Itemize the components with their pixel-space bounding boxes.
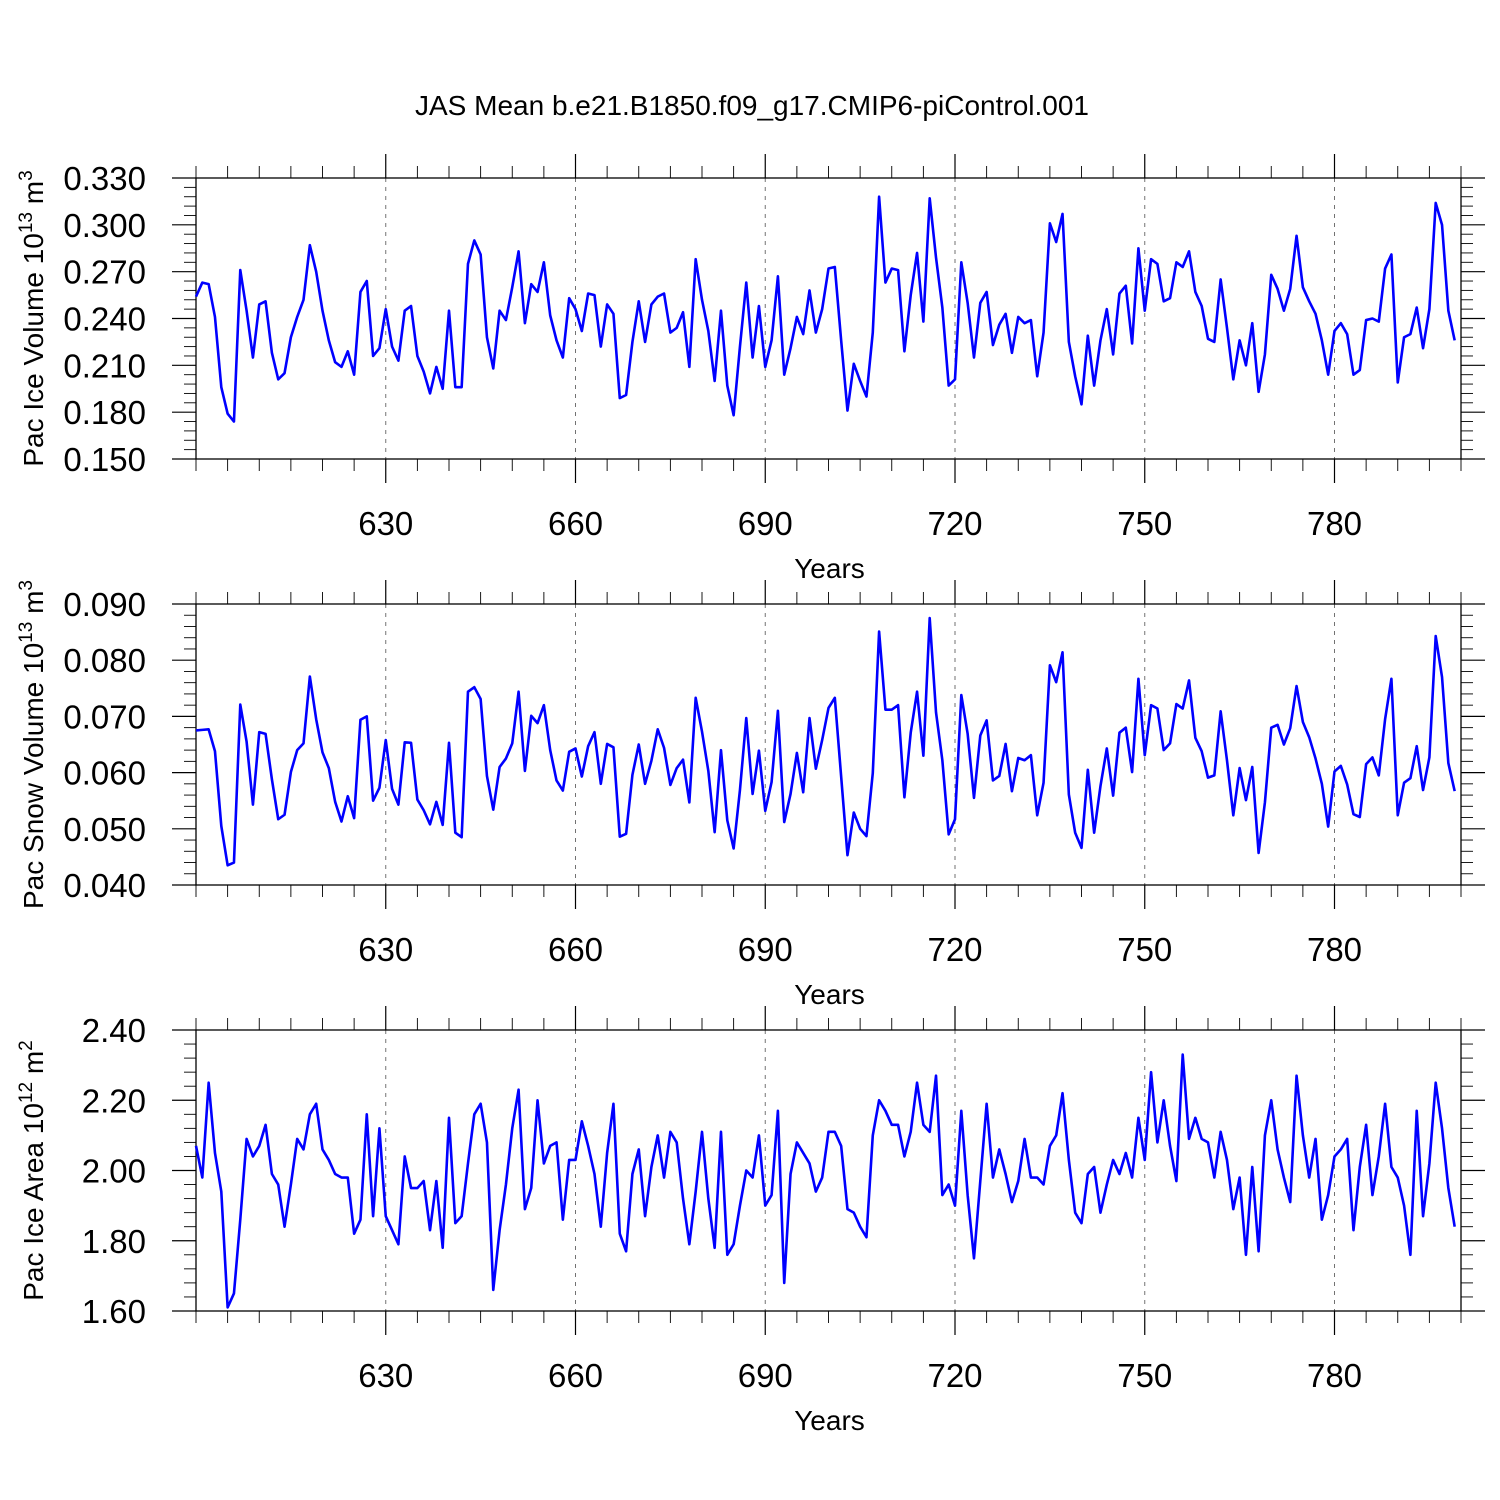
chart-0-ytick-label: 0.150 bbox=[63, 441, 146, 478]
chart-2-xtick-label: 750 bbox=[1117, 1357, 1172, 1394]
chart-2-series-line bbox=[194, 1053, 1456, 1309]
chart-2-ylabel: Pac Ice Area 1012 m2 bbox=[16, 1040, 49, 1301]
chart-0-xtick-label: 720 bbox=[927, 505, 982, 542]
chart-2-xtick-label: 780 bbox=[1307, 1357, 1362, 1394]
chart-1-xtick-label: 660 bbox=[548, 931, 603, 968]
chart-2-ytick-label: 2.00 bbox=[82, 1153, 146, 1190]
chart-1-xtick-label: 630 bbox=[358, 931, 413, 968]
chart-0-xtick-label: 750 bbox=[1117, 505, 1172, 542]
chart-0-xlabel: Years bbox=[794, 553, 865, 584]
chart-0-ytick-label: 0.330 bbox=[63, 160, 146, 197]
chart-0-xtick-label: 630 bbox=[358, 505, 413, 542]
chart-1-ylabel: Pac Snow Volume 1013 m3 bbox=[16, 580, 49, 909]
chart-1-xtick-label: 720 bbox=[927, 931, 982, 968]
chart-2-xtick-label: 630 bbox=[358, 1357, 413, 1394]
panel-ice-volume: 0.150 0.180 0.210 0.240 0.270 0.300 0.330 630 66… bbox=[16, 154, 1485, 584]
chart-0-ytick-label: 0.180 bbox=[63, 394, 146, 431]
chart-1-ytick-label: 0.040 bbox=[63, 867, 146, 904]
chart-1-ytick-label: 0.090 bbox=[63, 586, 146, 623]
chart-2-frame bbox=[195, 1029, 1462, 1312]
chart-0-frame bbox=[195, 177, 1462, 460]
chart-1-xlabel: Years bbox=[794, 979, 865, 1010]
chart-1-xtick-label: 780 bbox=[1307, 931, 1362, 968]
chart-2-xlabel: Years bbox=[794, 1405, 865, 1436]
chart-0-ytick-label: 0.240 bbox=[63, 301, 146, 338]
chart-1-ytick-label: 0.070 bbox=[63, 698, 146, 735]
chart-2-ytick-label: 1.80 bbox=[82, 1223, 146, 1260]
chart-2-ytick-label: 2.20 bbox=[82, 1082, 146, 1119]
chart-0-xtick-label: 780 bbox=[1307, 505, 1362, 542]
chart-1-ytick-label: 0.080 bbox=[63, 642, 146, 679]
chart-2-ytick-label: 1.60 bbox=[82, 1293, 146, 1330]
chart-1-ytick-label: 0.060 bbox=[63, 755, 146, 792]
chart-0-ytick-label: 0.300 bbox=[63, 207, 146, 244]
chart-2-xtick-label: 720 bbox=[927, 1357, 982, 1394]
chart-0-ytick-label: 0.210 bbox=[63, 347, 146, 384]
chart-1-xtick-label: 750 bbox=[1117, 931, 1172, 968]
chart-0-series-line bbox=[194, 195, 1456, 423]
chart-2-xtick-label: 690 bbox=[738, 1357, 793, 1394]
panel-snow-volume: 0.040 0.050 0.060 0.070 0.080 0.090 630 660 690 7… bbox=[16, 580, 1485, 1010]
chart-1-ytick-label: 0.050 bbox=[63, 811, 146, 848]
chart-1-xtick-label: 690 bbox=[738, 931, 793, 968]
chart-1-series-line bbox=[195, 616, 1456, 867]
chart-0-ytick-label: 0.270 bbox=[63, 254, 146, 291]
figure-title: JAS Mean b.e21.B1850.f09_g17.CMIP6-piCon… bbox=[415, 90, 1089, 121]
chart-0-xtick-label: 660 bbox=[548, 505, 603, 542]
chart-2-xtick-label: 660 bbox=[548, 1357, 603, 1394]
chart-0-xtick-label: 690 bbox=[738, 505, 793, 542]
chart-0-ylabel: Pac Ice Volume 1013 m3 bbox=[16, 170, 49, 466]
chart-2-ytick-label: 2.40 bbox=[82, 1012, 146, 1049]
panel-ice-area: 1.60 1.80 2.00 2.20 2.40 630 660 690 720 750 780 Ye… bbox=[16, 1006, 1485, 1436]
